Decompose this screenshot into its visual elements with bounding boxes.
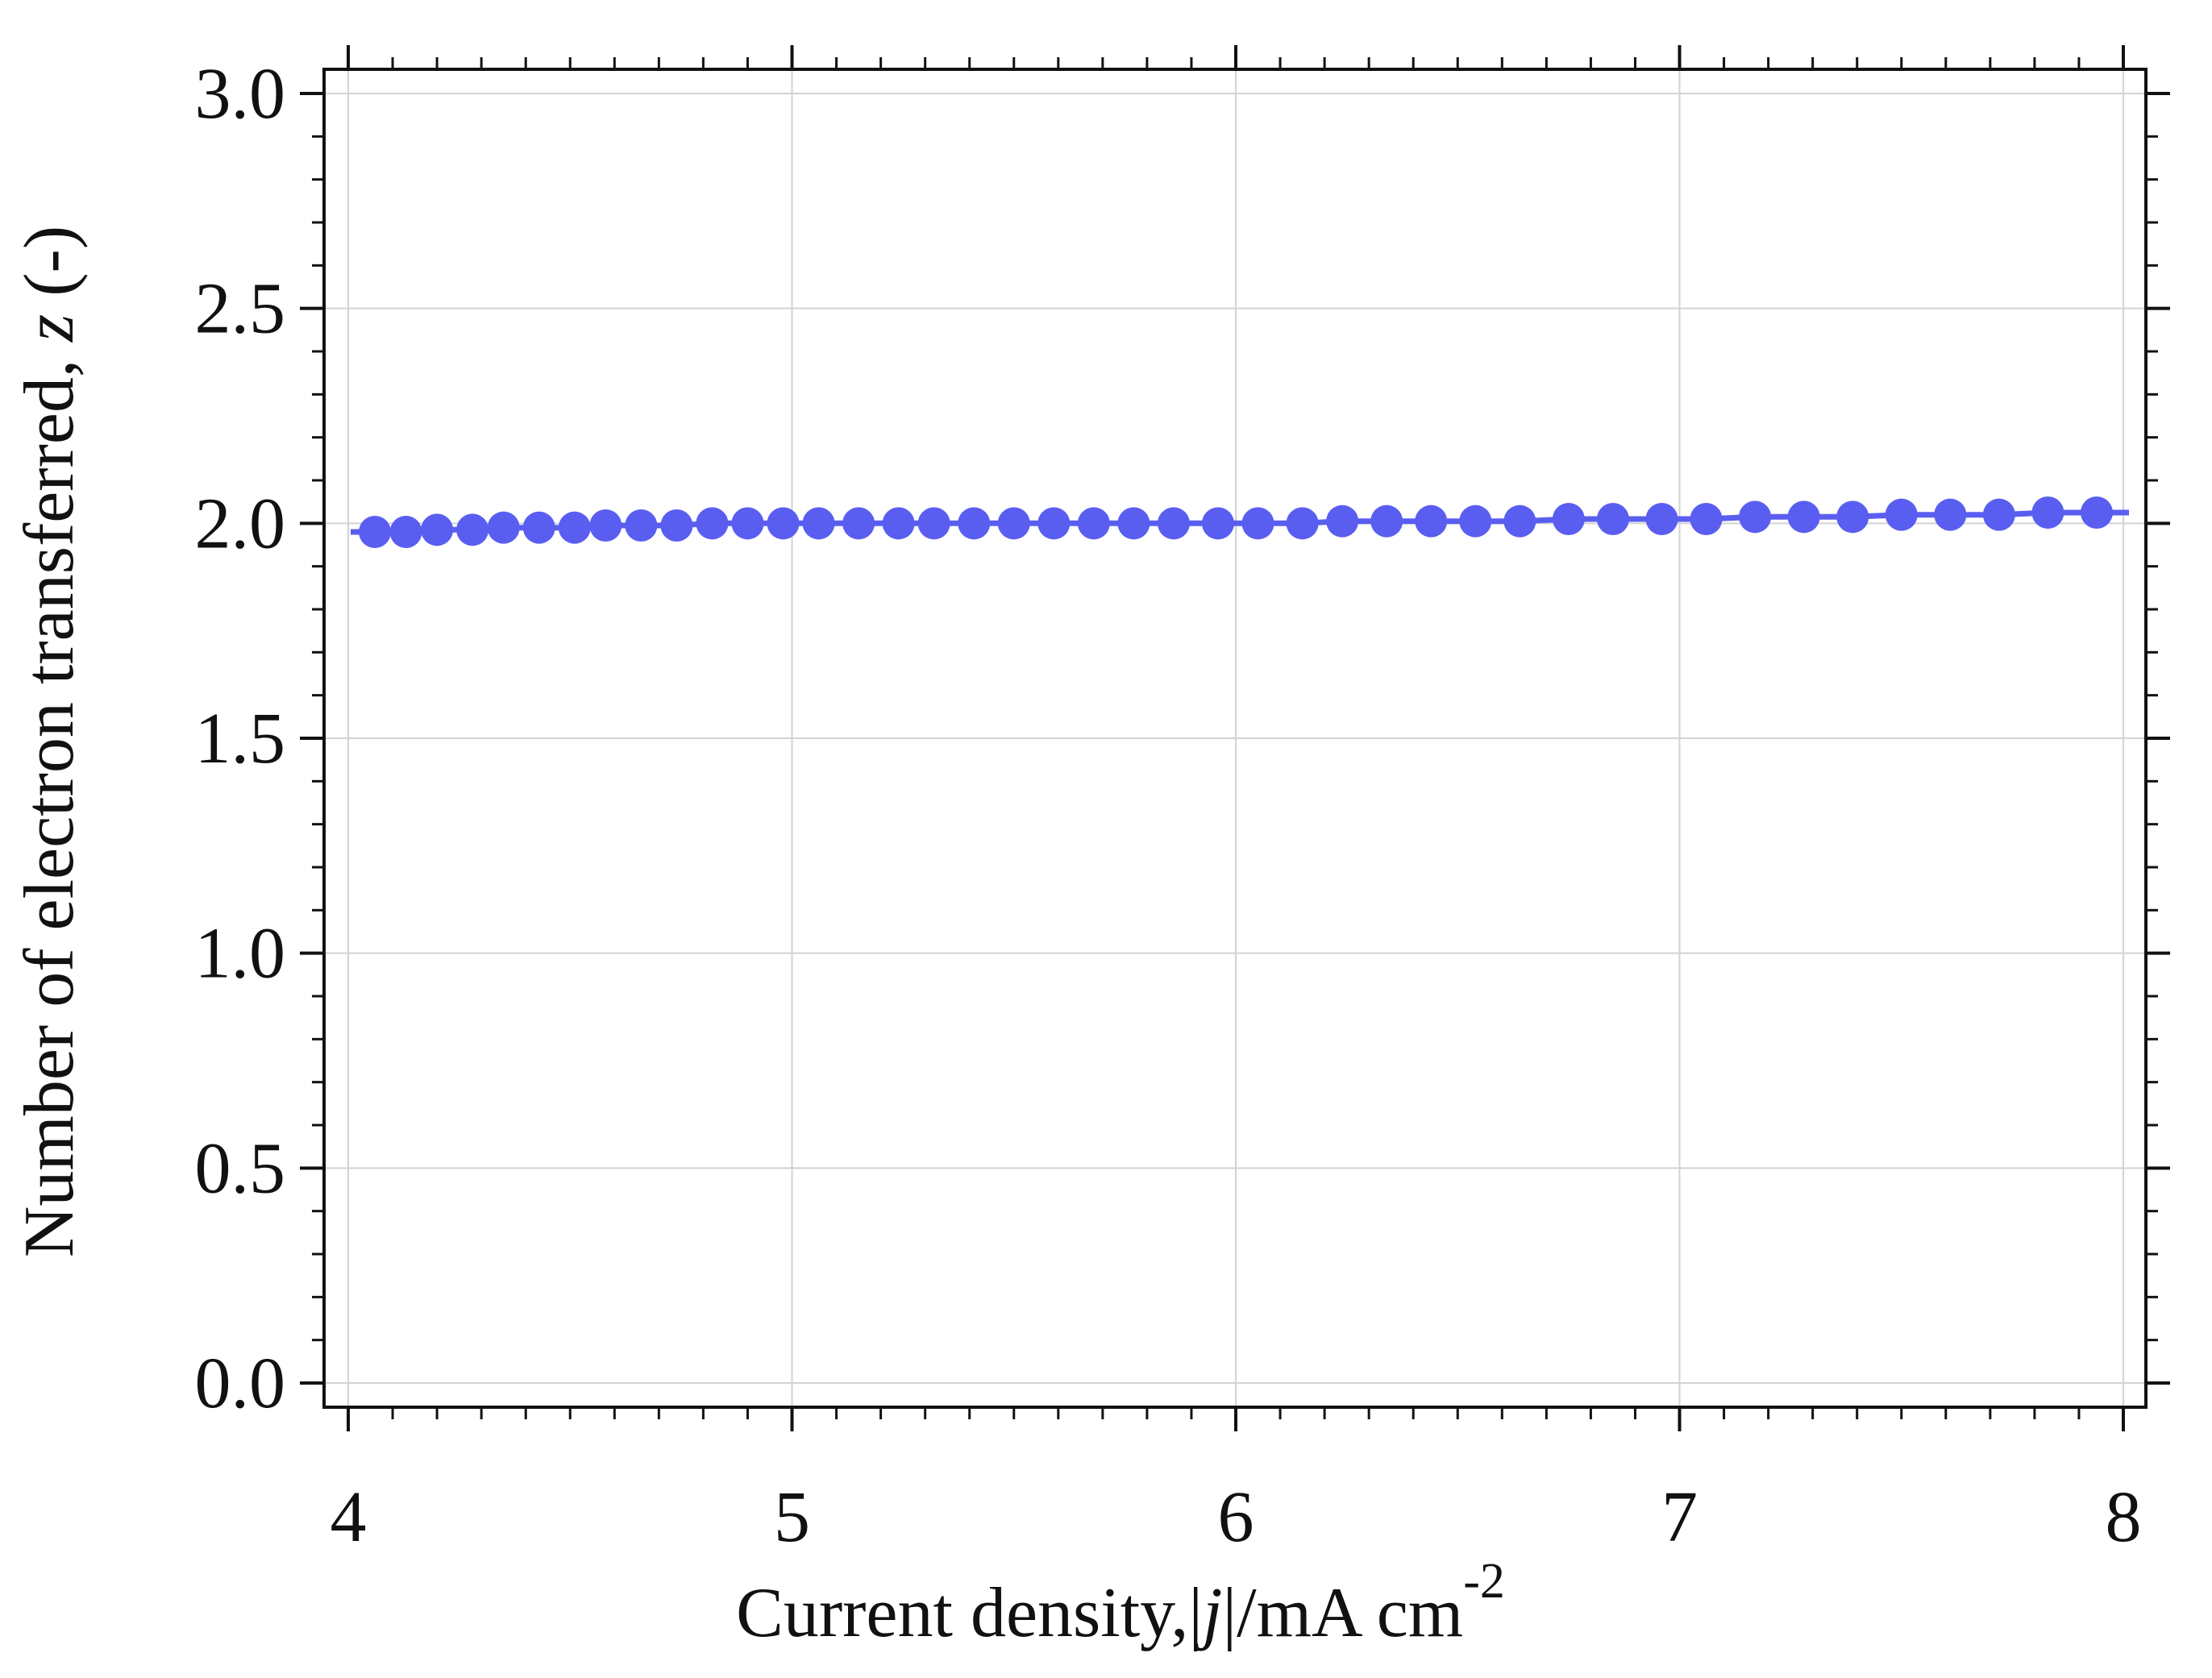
data-point: [1885, 498, 1918, 531]
y-axis-title-italic: z: [10, 314, 89, 343]
data-point: [1459, 505, 1492, 538]
major-ticks: [300, 45, 2170, 1431]
data-point: [487, 511, 520, 544]
y-tick-label-2: 1.0: [195, 914, 286, 994]
x-axis-title-superscript: -2: [1463, 1554, 1505, 1609]
data-point: [842, 507, 875, 540]
data-point: [958, 507, 991, 540]
data-point: [389, 516, 422, 548]
data-point: [1415, 505, 1448, 538]
data-point: [802, 507, 835, 540]
y-tick-label-3: 1.5: [195, 699, 286, 779]
data-point: [1201, 507, 1234, 540]
data-point: [1157, 507, 1190, 540]
data-point: [1241, 507, 1274, 540]
x-axis-title-prefix: Current density,|: [736, 1574, 1203, 1652]
y-tick-label-6: 3.0: [195, 54, 286, 134]
minor-ticks: [312, 57, 2158, 1419]
x-tick-label-1: 5: [774, 1477, 810, 1557]
y-tick-label-4: 2.0: [195, 484, 286, 563]
plot-frame: [322, 68, 2148, 1409]
x-tick-label-3: 7: [1661, 1477, 1698, 1557]
data-point: [625, 509, 658, 542]
x-tick-labels: 4 5 6 7 8: [331, 1477, 2142, 1557]
data-point: [1286, 507, 1319, 540]
data-point: [1836, 500, 1869, 534]
data-point: [882, 507, 915, 540]
data-point: [2031, 496, 2064, 529]
data-point: [2080, 496, 2113, 529]
data-point: [359, 516, 392, 548]
data-point: [917, 507, 950, 540]
data-point: [1787, 500, 1820, 534]
data-point: [1326, 505, 1359, 538]
x-tick-label-4: 8: [2106, 1477, 2142, 1557]
data-point: [1370, 505, 1403, 538]
y-tick-labels: 0.0 0.5 1.0 1.5 2.0 2.5 3.0: [195, 54, 286, 1423]
data-point: [522, 511, 555, 544]
data-point: [421, 513, 454, 546]
data-point: [1982, 498, 2015, 531]
data-point: [558, 511, 591, 544]
x-tick-label-0: 4: [331, 1477, 367, 1557]
data-point: [1552, 503, 1585, 535]
data-point: [731, 507, 764, 540]
data-point: [1117, 507, 1150, 540]
y-axis-title-prefix: Number of electron transferred,: [10, 342, 89, 1257]
data-point: [696, 507, 729, 540]
data-point: [1739, 500, 1772, 534]
data-point: [1934, 498, 1967, 531]
data-point: [997, 507, 1030, 540]
y-tick-label-5: 2.5: [195, 269, 286, 349]
data-points: [359, 496, 2113, 548]
data-point: [660, 509, 693, 542]
x-tick-label-2: 6: [1218, 1477, 1254, 1557]
y-tick-label-0: 0.0: [195, 1344, 286, 1423]
data-point: [589, 509, 622, 542]
data-point: [767, 507, 800, 540]
data-point: [1037, 507, 1071, 540]
x-axis-title: Current density,|j|/mA cm-2: [736, 1554, 1505, 1652]
x-axis-title-suffix: |/mA cm: [1223, 1574, 1464, 1652]
data-point: [1645, 503, 1678, 535]
y-axis-title: Number of electron transferred, z (-): [10, 226, 89, 1257]
data-point: [456, 513, 489, 546]
y-tick-label-1: 0.5: [195, 1128, 286, 1208]
y-axis-title-suffix: (-): [10, 226, 89, 314]
data-point: [1503, 505, 1536, 538]
data-point: [1596, 503, 1629, 535]
data-point: [1690, 503, 1723, 535]
data-point: [1077, 507, 1110, 540]
